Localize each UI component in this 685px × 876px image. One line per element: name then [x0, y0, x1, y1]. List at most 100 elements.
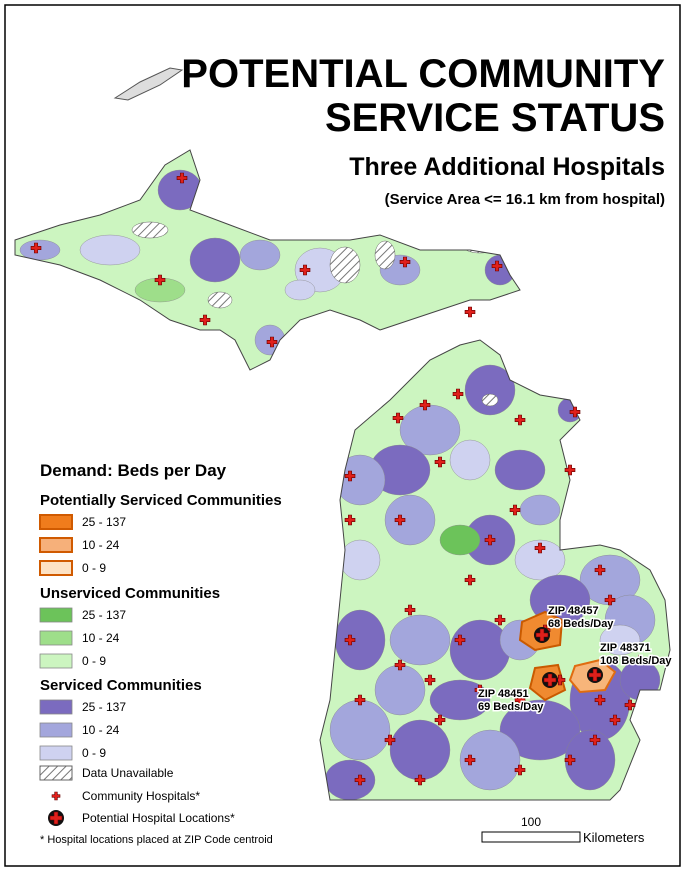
title-note: (Service Area <= 16.1 km from hospital) — [385, 191, 665, 208]
community-hospital — [424, 674, 436, 686]
legend-swatch — [39, 514, 73, 530]
community-hospital — [494, 614, 506, 626]
community-hospital — [484, 534, 496, 546]
community-hospital — [609, 714, 621, 726]
legend: Demand: Beds per Day Potentially Service… — [39, 461, 282, 846]
legend-heading: Serviced Communities — [40, 677, 202, 694]
lower-peninsula-outline — [319, 339, 671, 801]
legend-swatch — [39, 722, 73, 738]
data-unavailable-area — [131, 221, 169, 239]
community-hospital — [564, 754, 576, 766]
community-hospital — [199, 314, 211, 326]
scale-value: 100 — [521, 815, 541, 829]
community-hospital — [266, 336, 278, 348]
subtitle: Three Additional Hospitals — [349, 153, 665, 181]
legend-label: 10 - 24 — [82, 538, 120, 552]
community-area — [449, 439, 491, 481]
community-hospital — [434, 456, 446, 468]
community-area — [494, 449, 546, 491]
community-area — [189, 237, 241, 283]
community-hospital — [344, 634, 356, 646]
map-frame — [4, 4, 681, 867]
title-line: SERVICE STATUS — [325, 96, 665, 140]
community-hospital — [594, 694, 606, 706]
community-area — [519, 494, 561, 526]
community-hospital — [534, 542, 546, 554]
legend-label: 0 - 9 — [82, 746, 106, 760]
legend-label: Potential Hospital Locations* — [82, 811, 235, 825]
community-area — [384, 494, 436, 546]
community-area — [459, 729, 521, 791]
community-area — [157, 169, 203, 211]
community-area — [389, 614, 451, 666]
community-hospital — [634, 654, 646, 666]
community-area — [389, 719, 451, 781]
legend-swatch — [39, 745, 73, 761]
potential-hospital-cross — [543, 673, 557, 687]
community-hospital — [154, 274, 166, 286]
legend-swatch — [39, 560, 73, 576]
community-area — [239, 239, 281, 271]
site-zip: ZIP 48457 — [548, 605, 599, 617]
community-area — [439, 524, 481, 556]
community-hospital — [30, 242, 42, 254]
community-area — [334, 609, 386, 671]
legend-label: 25 - 137 — [82, 608, 126, 622]
community-hospital — [452, 388, 464, 400]
community-hospital — [594, 564, 606, 576]
community-hospital — [454, 634, 466, 646]
legend-title: Demand: Beds per Day — [40, 461, 227, 480]
community-area — [329, 699, 391, 761]
community-hospital — [434, 714, 446, 726]
legend-label: 10 - 24 — [82, 723, 120, 737]
scale-unit: Kilometers — [583, 830, 645, 845]
legend-heading: Potentially Serviced Communities — [40, 492, 282, 509]
data-unavailable-area — [481, 393, 499, 407]
community-area — [374, 664, 426, 716]
community-hospital — [344, 514, 356, 526]
community-hospitals — [30, 172, 646, 786]
community-hospital — [624, 699, 636, 711]
community-area — [514, 539, 566, 581]
community-hospital — [354, 774, 366, 786]
legend-potential-cross — [49, 811, 63, 825]
community-hospital — [514, 764, 526, 776]
community-hospital — [464, 574, 476, 586]
community-area — [284, 279, 316, 301]
potential-hospitals — [534, 627, 603, 688]
data-unavailable-area — [461, 236, 499, 254]
scale-bar — [481, 831, 581, 843]
community-hospital — [474, 684, 486, 696]
legend-swatch — [39, 607, 73, 623]
community-hospital — [464, 754, 476, 766]
community-hospital — [394, 514, 406, 526]
legend-swatch — [39, 630, 73, 646]
legend-label: 25 - 137 — [82, 700, 126, 714]
site-beds: 108 Beds/Day — [600, 655, 672, 667]
community-hospital — [299, 264, 311, 276]
community-hospital — [404, 604, 416, 616]
legend-label: 0 - 9 — [82, 654, 106, 668]
legend-swatch — [39, 537, 73, 553]
data-unavailable-area — [374, 240, 396, 270]
community-hospital — [394, 659, 406, 671]
legend-hospital-symbol — [51, 791, 61, 801]
community-hospital — [604, 594, 616, 606]
community-area — [339, 539, 381, 581]
legend-swatch — [39, 765, 73, 781]
site-beds: 68 Beds/Day — [548, 618, 614, 630]
legend-label: Data Unavailable — [82, 766, 174, 780]
legend-label: 0 - 9 — [82, 561, 106, 575]
isle-royale — [113, 67, 184, 101]
community-area — [484, 254, 516, 286]
community-hospital — [414, 774, 426, 786]
site-zip: ZIP 48371 — [600, 642, 651, 654]
community-hospital — [564, 464, 576, 476]
data-unavailable-area — [207, 291, 233, 309]
community-area — [499, 699, 581, 761]
legend-swatch — [39, 653, 73, 669]
legend-heading: Unserviced Communities — [40, 585, 220, 602]
legend-label: 25 - 137 — [82, 515, 126, 529]
community-area — [599, 624, 641, 656]
site-zip: ZIP 48451 — [478, 688, 529, 700]
